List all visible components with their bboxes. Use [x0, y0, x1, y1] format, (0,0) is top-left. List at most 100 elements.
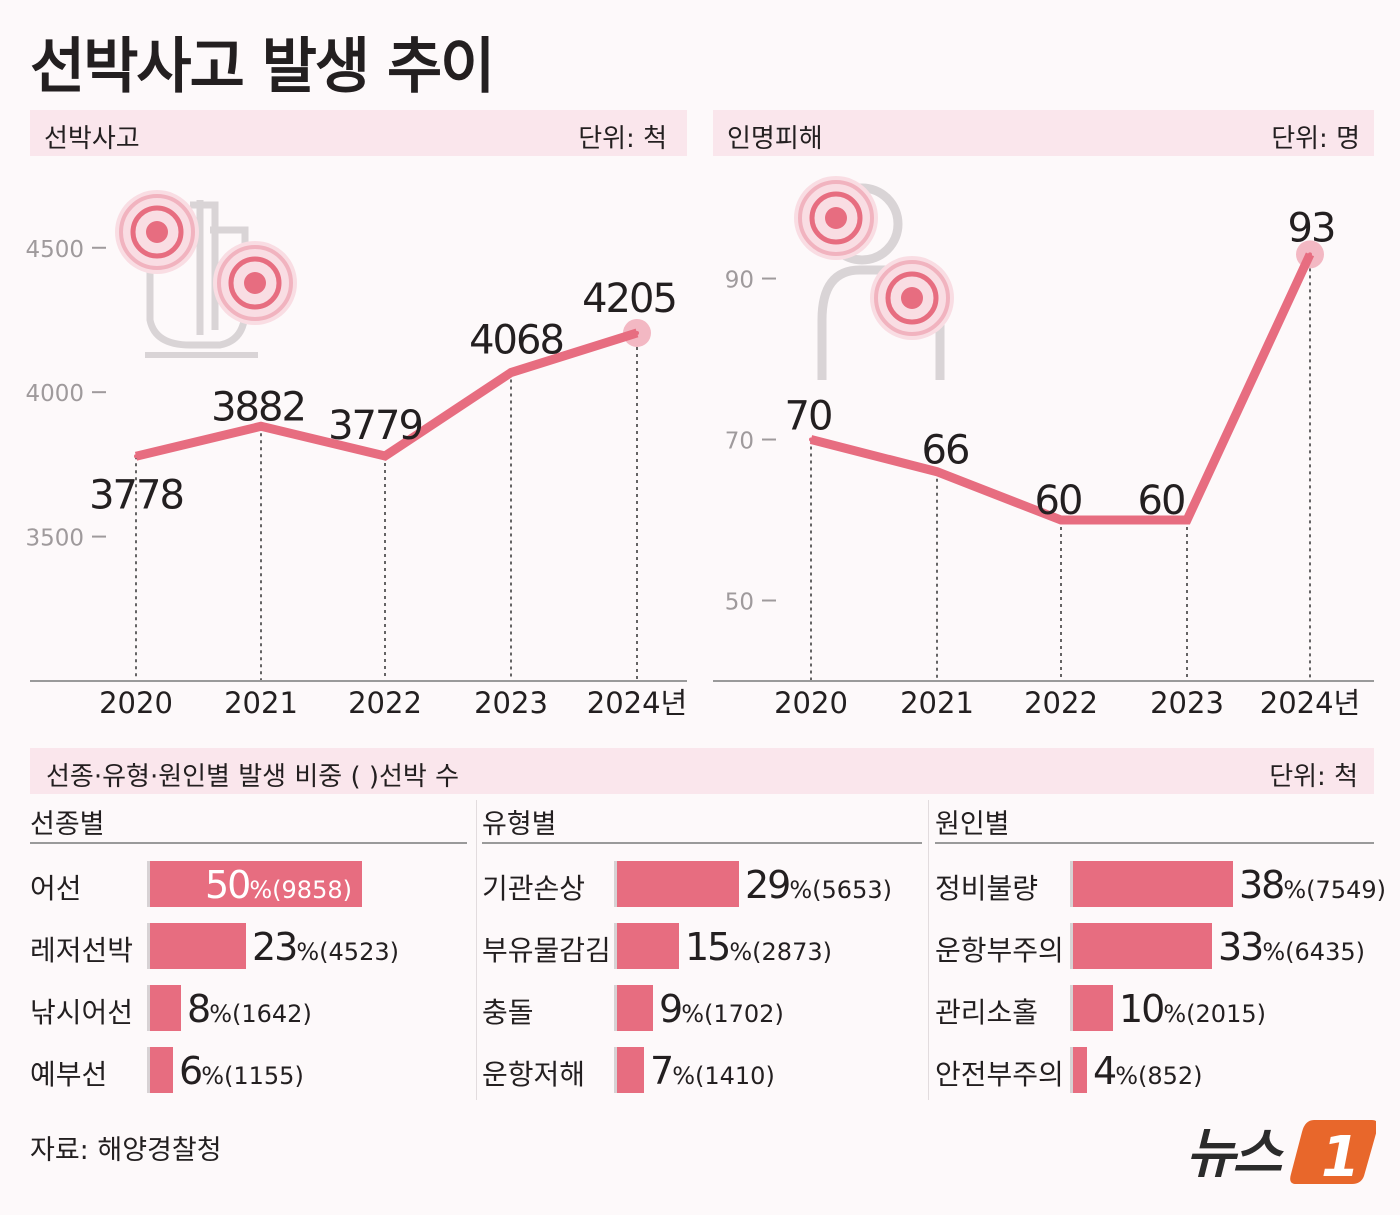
casualties-header-band: 인명피해 단위: 명 [713, 110, 1374, 156]
data-point [935, 469, 939, 474]
bar [614, 1047, 644, 1093]
bar-value-label: 38%(7549) [1239, 863, 1386, 907]
bar-row: 관리소홀 10%(2015) [935, 985, 1375, 1031]
bar-row: 부유물감김 15%(2873) [482, 923, 922, 969]
data-label: 3779 [328, 403, 422, 449]
bar [147, 861, 362, 907]
bar-category-label: 예부선 [30, 1058, 108, 1091]
x-tick-label: 2022 [348, 686, 422, 720]
bar [1070, 985, 1113, 1031]
logo-mark: 1 [1321, 1125, 1360, 1190]
data-label: 93 [1288, 205, 1335, 251]
breakdown-group-title: 유형별 [482, 809, 557, 840]
column-divider [928, 800, 929, 1100]
bar-row: 운항저해 7%(1410) [482, 1047, 922, 1093]
data-label: 4068 [469, 318, 563, 364]
breakdown-group-title: 원인별 [935, 809, 1010, 840]
bar-row: 기관손상 29%(5653) [482, 861, 922, 907]
data-point [259, 424, 263, 429]
bar-row: 충돌 9%(1702) [482, 985, 922, 1031]
x-tick-label: 2021 [224, 686, 298, 720]
bar-row: 예부선 6%(1155) [30, 1047, 470, 1093]
breakdown-group-title: 선종별 [30, 809, 105, 840]
bar-row: 운항부주의 33%(6435) [935, 923, 1375, 969]
breakdown-group-rule [30, 842, 467, 844]
bar [1070, 1047, 1087, 1093]
bar-category-label: 기관손상 [482, 872, 586, 905]
bar-category-label: 레저선박 [30, 934, 134, 967]
data-label: 70 [785, 394, 832, 440]
bar-value-label: 50%(9858) [205, 863, 352, 907]
data-point [1059, 518, 1063, 523]
accidents-header-label: 선박사고 [44, 124, 140, 154]
bar [147, 985, 181, 1031]
logo-text: 뉴스 [1186, 1122, 1285, 1185]
data-point [809, 437, 813, 442]
data-label: 60 [1138, 478, 1185, 524]
column-divider [476, 800, 477, 1100]
x-tick-label: 2022 [1024, 686, 1098, 720]
bar-row: 어선 50%(9858) [30, 861, 470, 907]
data-point [509, 370, 513, 375]
bar [147, 923, 246, 969]
bar-category-label: 안전부주의 [935, 1058, 1064, 1091]
x-tick-label: 2024년 [587, 686, 687, 720]
bar-value-label: 23%(4523) [252, 925, 399, 969]
data-point [1185, 518, 1189, 523]
x-tick-label: 2023 [1150, 686, 1224, 720]
data-point [1308, 252, 1312, 257]
data-point [134, 454, 138, 459]
x-tick-label: 2021 [900, 686, 974, 720]
bar-value-label: 33%(6435) [1218, 925, 1365, 969]
bar-value-label: 29%(5653) [745, 863, 892, 907]
bar [614, 985, 653, 1031]
alert-icon-3 [794, 176, 878, 260]
alert-icon-4 [870, 256, 954, 340]
y-tick-label: 3500 [25, 526, 84, 552]
bar-value-label: 10%(2015) [1119, 987, 1266, 1031]
accidents-header-band: 선박사고 단위: 척 [30, 110, 687, 156]
bar-category-label: 낚시어선 [30, 996, 134, 1029]
x-tick-label: 2023 [474, 686, 548, 720]
x-tick-label: 2020 [99, 686, 173, 720]
bar-row: 레저선박 23%(4523) [30, 923, 470, 969]
data-label: 60 [1035, 478, 1082, 524]
bar-category-label: 충돌 [482, 996, 534, 1029]
casualties-line-chart: 50 70 90 2020 2021 2022 2023 2024년 70 66 60 60 93 [713, 176, 1374, 720]
data-point [383, 454, 387, 459]
data-label: 3778 [89, 472, 183, 518]
breakdown-group-rule [482, 842, 922, 844]
bar [614, 923, 679, 969]
bar [147, 1047, 173, 1093]
bar-category-label: 운항부주의 [935, 934, 1064, 967]
bar-row: 정비불량 38%(7549) [935, 861, 1386, 907]
bar-category-label: 관리소홀 [935, 996, 1039, 1029]
bar-row: 안전부주의 4%(852) [935, 1047, 1375, 1093]
bar [1070, 923, 1212, 969]
alert-icon-2 [213, 241, 297, 325]
page-title: 선박사고 발생 추이 [30, 32, 495, 102]
bar-value-label: 15%(2873) [685, 925, 832, 969]
bar-value-label: 6%(1155) [179, 1049, 304, 1093]
news1-logo: 뉴스 1 [1186, 1120, 1376, 1190]
bar [1070, 861, 1233, 907]
bar-category-label: 운항저해 [482, 1058, 586, 1091]
bar-row: 낚시어선 8%(1642) [30, 985, 470, 1031]
breakdown-group-rule [935, 842, 1374, 844]
accidents-unit-label: 단위: 척 [578, 124, 667, 154]
breakdown-header-label: 선종·유형·원인별 발생 비중 ( )선박 수 [46, 762, 460, 792]
bar-category-label: 부유물감김 [482, 934, 611, 967]
alert-icon-1 [115, 190, 199, 274]
data-label: 3882 [211, 384, 305, 430]
bar-value-label: 4%(852) [1093, 1049, 1203, 1093]
accidents-line-chart: 3500 4000 4500 2020 2021 2022 2023 2024년 3778 3… [25, 190, 687, 720]
y-tick-label: 70 [725, 429, 754, 455]
bar [614, 861, 739, 907]
breakdown-unit-label: 단위: 척 [1269, 762, 1358, 792]
casualties-unit-label: 단위: 명 [1271, 124, 1360, 154]
y-tick-label: 50 [725, 590, 754, 616]
bar-value-label: 9%(1702) [659, 987, 784, 1031]
y-tick-label: 90 [725, 268, 754, 294]
source-note: 자료: 해양경찰청 [30, 1135, 222, 1166]
data-label: 66 [922, 428, 969, 474]
